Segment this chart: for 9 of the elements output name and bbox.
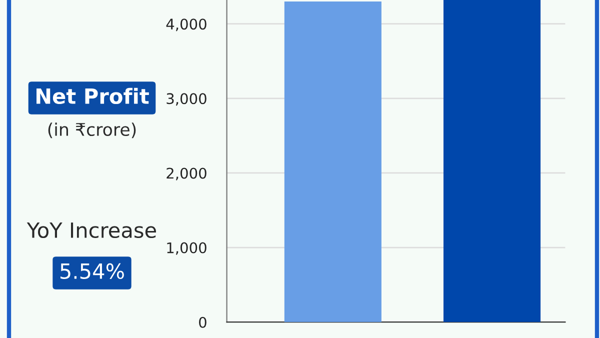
y-tick-label: 0 — [199, 316, 206, 328]
text: Net Profit — [36, 88, 149, 104]
y-tick-label: 3,000 — [166, 93, 206, 106]
y-tick-label: 1,000 — [167, 242, 206, 255]
text: (in ₹crore) — [48, 122, 136, 138]
text: YoY Increase — [26, 222, 156, 238]
y-tick-label: 2,000 — [166, 168, 206, 180]
y-tick-label: 4,000 — [166, 18, 206, 32]
text: 5.54% — [60, 263, 124, 280]
